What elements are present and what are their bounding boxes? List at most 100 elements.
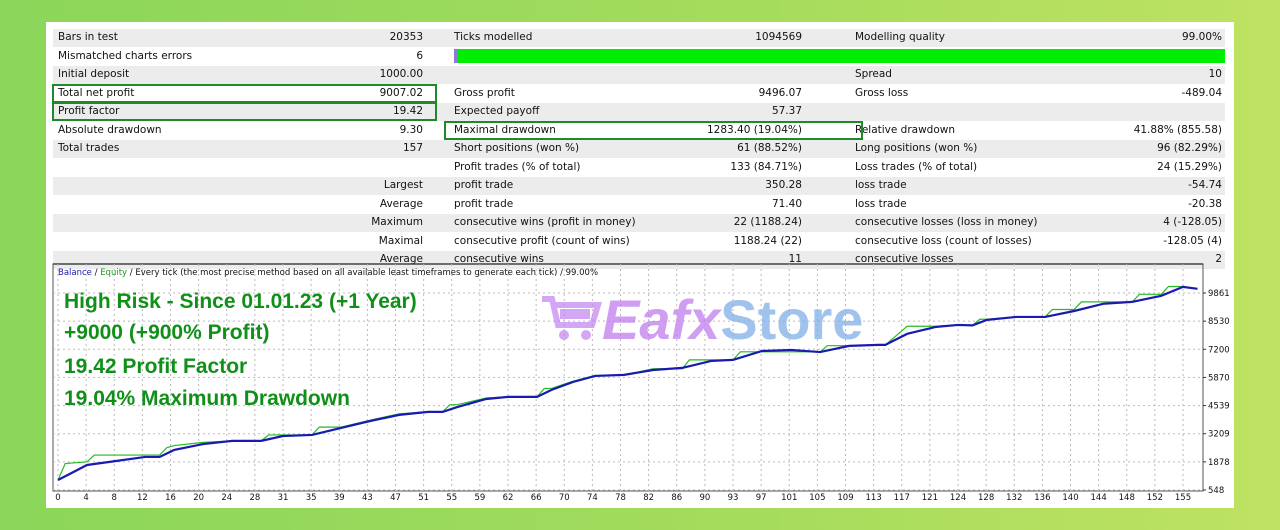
report-row: Maximum consecutive wins (profit in money… [53, 214, 1225, 233]
label-l2: Maximal drawdown [454, 123, 556, 136]
label-l3: loss trade [855, 179, 907, 191]
label-l2: Profit trades (% of total) [454, 160, 581, 173]
value-v3: 99.00% [1181, 31, 1222, 43]
report-row: Initial deposit 1000.00 Spread 10 [53, 66, 1225, 85]
x-tick-label: 128 [978, 493, 994, 503]
value-v3: 96 (82.29%) [1157, 142, 1222, 154]
x-tick-label: 62 [503, 493, 514, 503]
x-tick-label: 113 [866, 493, 882, 503]
watermark-eafx: Eafx [602, 288, 721, 351]
value-v2: 71.40 [771, 197, 802, 210]
label-l3: consecutive loss (count of losses) [855, 234, 1032, 247]
report-row: Bars in test 20353 Ticks modelled 1094569 Mo… [53, 29, 1225, 48]
x-tick-label: 132 [1006, 493, 1022, 503]
value-v3: 41.88% (855.58) [1133, 123, 1222, 136]
label-l2: profit trade [454, 197, 514, 210]
watermark-logo: EafxStore [540, 290, 863, 350]
value-v2: 1188.24 (22) [733, 234, 802, 247]
value-v2: 1283.40 (19.04%) [707, 123, 802, 136]
y-tick-label: 4539 [1208, 402, 1230, 412]
annotation-profit-factor: 19.42 Profit Factor [64, 355, 248, 378]
value-v3: 10 [1208, 68, 1222, 80]
value-v2: 57.37 [771, 105, 802, 117]
value-v3: 24 (15.29%) [1157, 160, 1222, 173]
x-tick-label: 101 [781, 493, 797, 503]
label-l3: Loss trades (% of total) [855, 160, 978, 173]
value-v3: -128.05 (4) [1163, 234, 1222, 247]
x-tick-label: 55 [446, 493, 457, 503]
label-l3: Relative drawdown [855, 123, 956, 136]
x-tick-label: 155 [1175, 493, 1191, 503]
x-tick-label: 105 [809, 493, 825, 503]
legend-description: / Every tick (the most precise method ba… [127, 268, 599, 278]
highlight-box [52, 83, 437, 103]
x-tick-label: 148 [1119, 493, 1135, 503]
x-tick-label: 82 [643, 493, 654, 503]
x-tick-label: 121 [922, 493, 938, 503]
highlight-box [444, 120, 863, 140]
value-v2: 11 [788, 253, 802, 265]
value-v1: 19.42 [392, 105, 423, 117]
value-v1: Average [379, 197, 423, 210]
x-tick-label: 24 [221, 493, 232, 503]
label-l2: Expected payoff [454, 105, 540, 117]
label-l2: consecutive wins (profit in money) [454, 216, 636, 228]
x-tick-label: 0 [55, 493, 60, 503]
value-v1: Average [379, 253, 423, 265]
value-v2: 350.28 [765, 179, 802, 191]
x-tick-label: 8 [112, 493, 117, 503]
value-v1: Maximal [378, 234, 423, 247]
y-tick-label: 548 [1208, 486, 1224, 496]
label-l1: Total trades [58, 142, 120, 154]
report-row: Mismatched charts errors 6 [53, 48, 1225, 66]
label-l3: loss trade [855, 197, 907, 210]
x-tick-label: 12 [137, 493, 148, 503]
x-tick-label: 20 [193, 493, 204, 503]
legend-balance: Balance [58, 268, 92, 278]
label-l2: Short positions (won %) [454, 142, 580, 154]
x-tick-label: 90 [699, 493, 710, 503]
y-tick-label: 3209 [1208, 430, 1230, 440]
legend-equity: Equity [100, 268, 128, 278]
label-l1: Total net profit [58, 86, 135, 99]
report-row: Profit trades (% of total) 133 (84.71%) Lo… [53, 159, 1225, 177]
label-l1: Bars in test [58, 31, 118, 43]
value-v1: 6 [416, 49, 423, 62]
x-tick-label: 59 [474, 493, 485, 503]
x-tick-label: 117 [894, 493, 910, 503]
report-row: Total trades 157 Short positions (won %) 61… [53, 140, 1225, 159]
value-v3: 4 (-128.05) [1163, 216, 1222, 228]
value-v1: 9007.02 [379, 86, 423, 99]
label-l1: Profit factor [58, 105, 120, 117]
label-l1: Initial deposit [58, 68, 130, 80]
annotation-profit: +9000 (+900% Profit) [64, 321, 270, 344]
x-tick-label: 35 [306, 493, 317, 503]
label-l2: profit trade [454, 179, 514, 191]
label-l3: Long positions (won %) [855, 142, 978, 154]
report-row: Total net profit 9007.02 Gross profit 9496.… [53, 85, 1225, 103]
x-tick-label: 70 [559, 493, 570, 503]
value-v3: -489.04 [1181, 86, 1222, 99]
report-row: Absolute drawdown 9.30 Maximal drawdown 128… [53, 122, 1225, 140]
x-tick-label: 66 [531, 493, 542, 503]
value-v3: 2 [1215, 253, 1222, 265]
strategy-report-table: Bars in test 20353 Ticks modelled 1094569 Mo… [52, 29, 1225, 270]
x-tick-label: 51 [418, 493, 429, 503]
annotation-drawdown: 19.04% Maximum Drawdown [64, 387, 350, 410]
value-v2: 1094569 [755, 31, 802, 43]
label-l1: Mismatched charts errors [58, 49, 193, 62]
y-tick-label: 8530 [1208, 317, 1230, 327]
x-tick-label: 31 [278, 493, 289, 503]
label-l3: Spread [855, 68, 892, 80]
value-v3: -54.74 [1188, 179, 1222, 191]
report-row: Maximal consecutive profit (count of wins… [53, 233, 1225, 251]
label-l3: Modelling quality [855, 31, 945, 43]
value-v2: 22 (1188.24) [733, 216, 802, 228]
x-tick-label: 16 [165, 493, 176, 503]
legend-separator: / [91, 268, 101, 278]
x-tick-label: 86 [671, 493, 682, 503]
x-tick-label: 74 [587, 493, 598, 503]
watermark-store: Store [720, 288, 864, 351]
label-l2: Ticks modelled [454, 31, 533, 43]
